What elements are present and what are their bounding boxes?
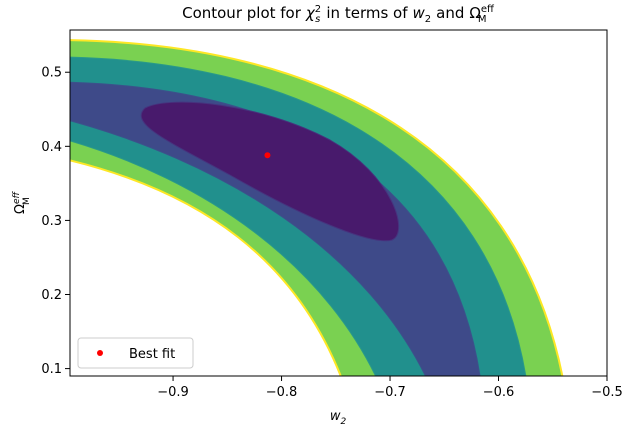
title-part: χ xyxy=(305,4,316,22)
title-part: eff xyxy=(481,4,495,15)
legend xyxy=(77,337,194,369)
label-part: w xyxy=(330,409,341,424)
title-part: 2 xyxy=(425,14,431,25)
y-axis-label: ΩeffM xyxy=(12,191,32,214)
y-tick-label: 0.3 xyxy=(41,214,62,229)
title-part: M xyxy=(478,14,487,25)
title-part: Contour plot for xyxy=(182,4,302,22)
x-tick-label: −0.5 xyxy=(591,385,623,400)
x-tick-label: −0.9 xyxy=(157,385,189,400)
legend-label: Best fit xyxy=(129,347,175,362)
title-part: Ω xyxy=(469,4,480,22)
label-part: 2 xyxy=(340,417,346,427)
x-tick-label: −0.6 xyxy=(483,385,515,400)
legend-marker xyxy=(97,350,103,356)
best-fit-point xyxy=(264,152,271,159)
title-part: w xyxy=(413,4,426,22)
label-part: Ω xyxy=(13,204,28,214)
x-tick-label: −0.7 xyxy=(374,385,406,400)
y-tick-label: 0.2 xyxy=(41,288,62,303)
y-tick-label: 0.1 xyxy=(41,362,62,377)
label-part: eff xyxy=(12,191,22,205)
chart-title: Contour plot for χ2 s in terms of w2 and Ωeff M xyxy=(182,4,495,25)
contours xyxy=(70,39,564,376)
x-axis-label: w2 xyxy=(330,409,347,427)
label-part: M xyxy=(22,197,32,205)
x-tick-label: −0.8 xyxy=(266,385,298,400)
y-tick-label: 0.5 xyxy=(41,66,62,81)
title-part: in terms of xyxy=(326,4,408,22)
plot-frame xyxy=(69,29,608,377)
title-part: and xyxy=(436,4,464,22)
y-tick-label: 0.4 xyxy=(41,140,62,155)
title-part: 2 xyxy=(315,4,321,15)
title-part: s xyxy=(315,14,320,25)
contour-core xyxy=(140,101,400,242)
